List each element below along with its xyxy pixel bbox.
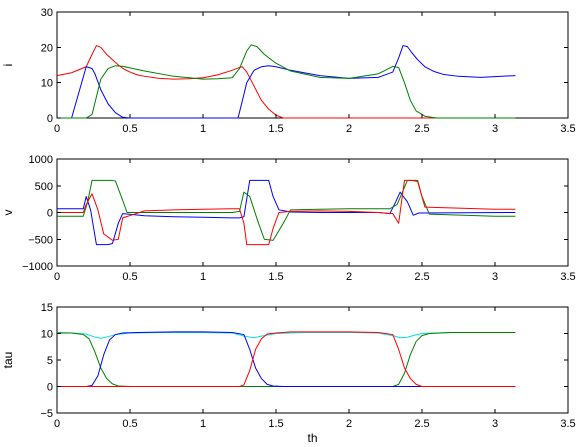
x-tick-label: 1 — [200, 123, 206, 135]
y-tick-label: 0 — [47, 208, 53, 220]
series-line-3 — [57, 44, 516, 119]
y-tick-label: 10 — [41, 78, 53, 90]
series-line-3 — [57, 179, 516, 246]
y-tick-label: 30 — [41, 7, 53, 19]
x-tick-label: 2.5 — [414, 418, 429, 430]
x-tick-label: 2 — [346, 123, 352, 135]
y-tick-label: 10 — [41, 329, 53, 341]
y-tick-label: 0 — [47, 382, 53, 394]
x-tick-label: 2 — [346, 418, 352, 430]
y-tick-label: 500 — [35, 181, 53, 193]
axes-box — [56, 11, 569, 119]
y-tick-label: 0 — [47, 113, 53, 125]
y-axis-label: tau — [1, 352, 15, 369]
series-line-1 — [56, 331, 516, 339]
x-tick-label: 0.5 — [122, 271, 137, 283]
x-tick-label: 2.5 — [414, 123, 429, 135]
series-line-2 — [57, 45, 516, 119]
x-tick-label: 0 — [54, 271, 60, 283]
y-tick-label: 15 — [41, 302, 53, 314]
series-line-3 — [57, 331, 516, 387]
y-axis-label: i — [1, 64, 15, 67]
y-tick-label: 20 — [41, 42, 53, 54]
x-tick-label: 3 — [492, 123, 498, 135]
x-tick-label: 1.5 — [268, 123, 283, 135]
x-tick-label: 2.5 — [414, 271, 429, 283]
x-tick-label: 0.5 — [122, 418, 137, 430]
x-tick-label: 2 — [346, 271, 352, 283]
series-line-1 — [57, 179, 516, 246]
y-tick-label: −5 — [40, 408, 53, 420]
subplot-2: 0 0.5 1 1.5 2 2.5 3 3.5 −1000 −500 0 500 1000 v — [1, 154, 576, 283]
y-tick-label: 1000 — [29, 154, 53, 166]
x-tick-label: 3 — [492, 418, 498, 430]
x-tick-label: 1.5 — [268, 271, 283, 283]
x-tick-label: 3.5 — [560, 418, 575, 430]
y-tick-label: 5 — [47, 355, 53, 367]
series-line-4 — [57, 331, 516, 387]
x-tick-label: 1 — [200, 271, 206, 283]
x-tick-label: 3.5 — [560, 271, 575, 283]
x-tick-label: 3 — [492, 271, 498, 283]
axes-box — [56, 306, 569, 414]
x-tick-label: 1 — [200, 418, 206, 430]
y-tick-label: −1000 — [22, 261, 53, 273]
x-tick-label: 3.5 — [560, 123, 575, 135]
subplot-1: 0 0.5 1 1.5 2 2.5 3 3.5 0 10 20 30 i — [1, 7, 576, 135]
x-tick-label: 0.5 — [122, 123, 137, 135]
x-tick-label: 0 — [54, 418, 60, 430]
y-tick-label: −500 — [28, 234, 53, 246]
series-line-1 — [56, 45, 516, 119]
y-axis-label: v — [1, 210, 15, 216]
x-tick-label: 0 — [54, 123, 60, 135]
x-axis-label: th — [307, 431, 317, 445]
series-line-2 — [57, 179, 516, 241]
series-line-2 — [57, 331, 516, 387]
x-tick-label: 1.5 — [268, 418, 283, 430]
